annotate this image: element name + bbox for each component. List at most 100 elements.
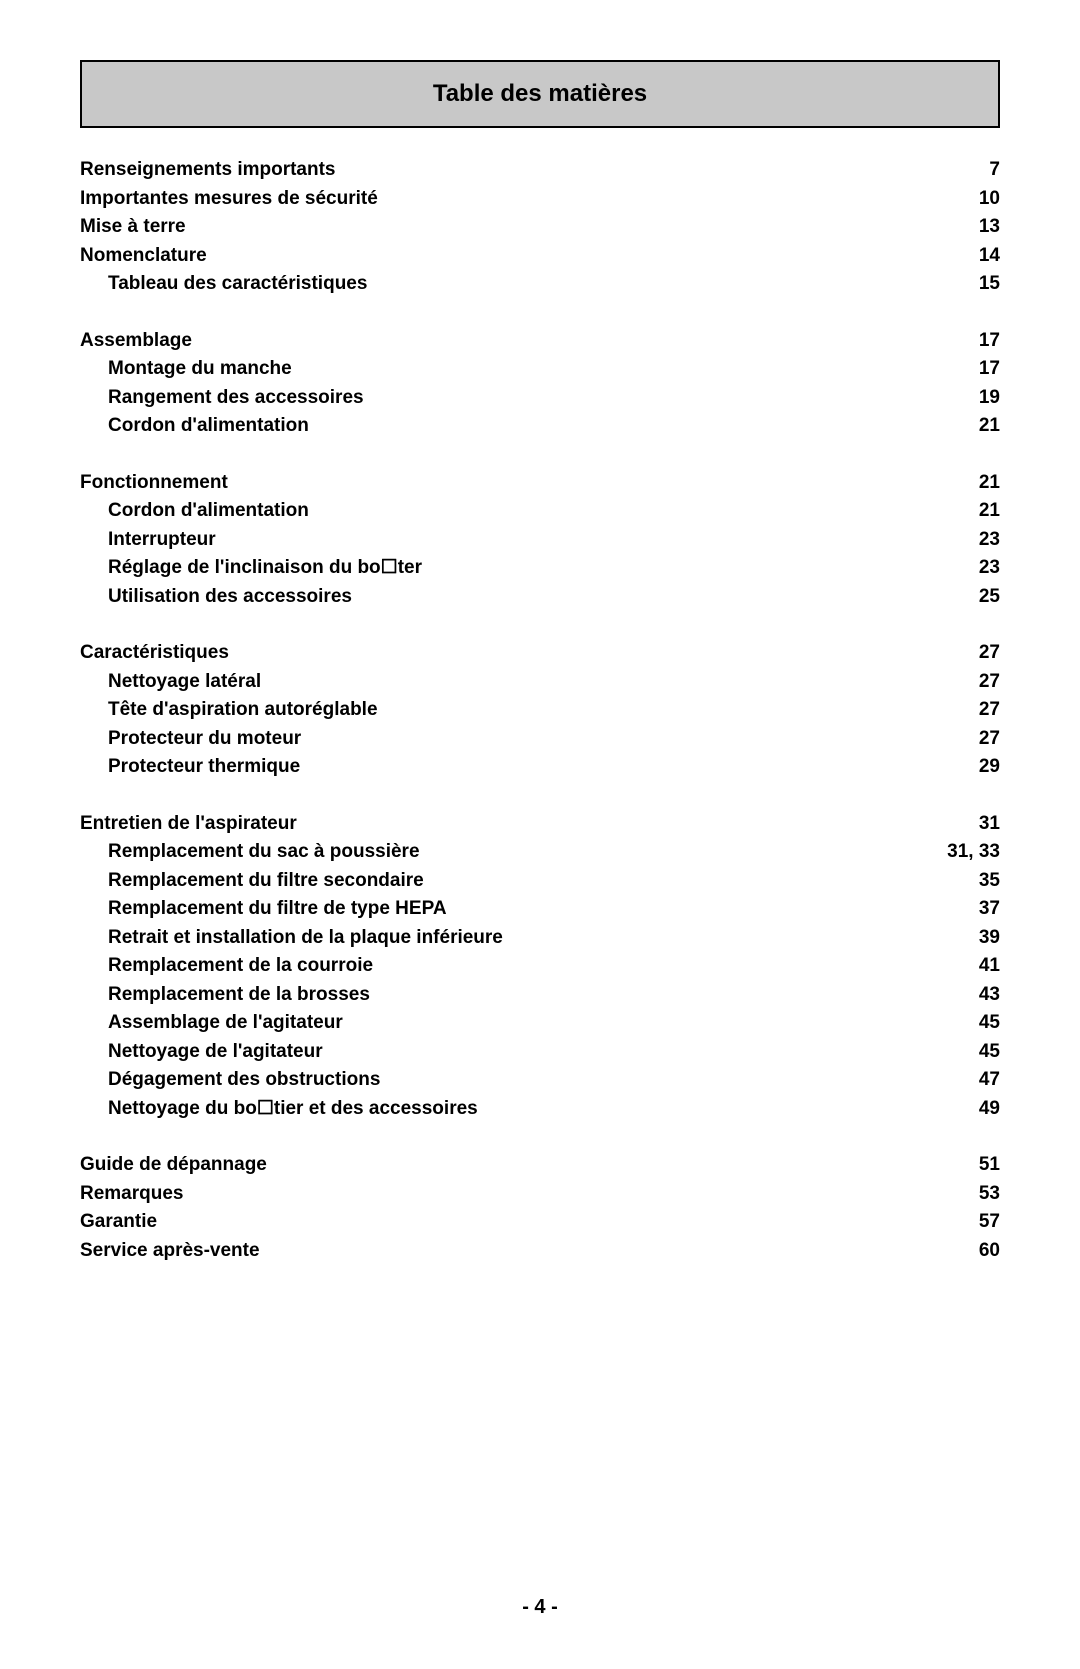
toc-row: Protecteur du moteur27 [80, 725, 1000, 754]
toc-group: Renseignements importants 7Importantes m… [80, 156, 1000, 299]
toc-group: Guide de dépannage 51Remarques53Garantie 5… [80, 1151, 1000, 1265]
toc-entry-page: 49 [979, 1095, 1000, 1124]
toc-entry-label: Importantes mesures de sécurité [80, 185, 378, 214]
toc-row: Cordon d'alimentation 21 [80, 497, 1000, 526]
toc-group: Entretien de l'aspirateur31Remplacement … [80, 810, 1000, 1124]
toc-row: Réglage de l'inclinaison du bo☐ter 23 [80, 554, 1000, 583]
toc-entry-page: 21 [979, 412, 1000, 441]
toc-row: Remplacement du filtre de type HEPA37 [80, 895, 1000, 924]
toc-entry-page: 45 [979, 1009, 1000, 1038]
toc-entry-label: Remplacement du filtre secondaire [80, 867, 424, 896]
toc-group: Assemblage17Montage du manche17Rangement… [80, 327, 1000, 441]
toc-row: Remplacement du sac à poussière31, 33 [80, 838, 1000, 867]
toc-row: Nettoyage du bo☐tier et des accessoires4… [80, 1095, 1000, 1124]
page-content: Table des matières Renseignements import… [0, 0, 1080, 1265]
toc-entry-page: 21 [979, 469, 1000, 498]
toc-entry-page: 25 [979, 583, 1000, 612]
toc-entry-page: 27 [979, 668, 1000, 697]
toc-row: Remplacement de la brosses 43 [80, 981, 1000, 1010]
toc-entry-page: 60 [979, 1237, 1000, 1266]
toc-row: Assemblage de l'agitateur 45 [80, 1009, 1000, 1038]
toc-entry-page: 47 [979, 1066, 1000, 1095]
toc-row: Retrait et installation de la plaque inf… [80, 924, 1000, 953]
toc-row: Service après-vente 60 [80, 1237, 1000, 1266]
toc-entry-page: 15 [979, 270, 1000, 299]
toc-entry-label: Nomenclature [80, 242, 207, 271]
toc-entry-page: 27 [979, 639, 1000, 668]
toc-entry-label: Nettoyage de l'agitateur [80, 1038, 323, 1067]
toc-entry-label: Tableau des caractéristiques [80, 270, 367, 299]
toc-row: Mise à terre 13 [80, 213, 1000, 242]
toc-entry-label: Assemblage [80, 327, 192, 356]
toc-entry-page: 7 [989, 156, 1000, 185]
toc-entry-page: 51 [979, 1151, 1000, 1180]
toc-entry-page: 35 [979, 867, 1000, 896]
toc-entry-page: 13 [979, 213, 1000, 242]
toc-entry-label: Entretien de l'aspirateur [80, 810, 297, 839]
toc-entry-label: Assemblage de l'agitateur [80, 1009, 343, 1038]
toc-entry-page: 21 [979, 497, 1000, 526]
toc-entry-label: Remplacement de la brosses [80, 981, 370, 1010]
toc-entry-page: 17 [979, 327, 1000, 356]
toc-entry-label: Garantie [80, 1208, 157, 1237]
toc-entry-page: 31 [979, 810, 1000, 839]
page-number: - 4 - [522, 1596, 558, 1618]
toc-row: Rangement des accessoires 19 [80, 384, 1000, 413]
toc-row: Cordon d'alimentation 21 [80, 412, 1000, 441]
toc-row: Remarques53 [80, 1180, 1000, 1209]
toc-row: Tableau des caractéristiques 15 [80, 270, 1000, 299]
toc-entry-label: Montage du manche [80, 355, 292, 384]
toc-entry-label: Cordon d'alimentation [80, 412, 309, 441]
toc-entry-page: 27 [979, 696, 1000, 725]
toc-row: Nomenclature 14 [80, 242, 1000, 271]
toc-entry-label: Fonctionnement [80, 469, 228, 498]
title-box: Table des matières [80, 60, 1000, 128]
toc-entry-label: Tête d'aspiration autoréglable [80, 696, 378, 725]
toc-row: Montage du manche 17 [80, 355, 1000, 384]
toc-row: Renseignements importants 7 [80, 156, 1000, 185]
page-title: Table des matières [433, 80, 647, 107]
toc-entry-page: 17 [979, 355, 1000, 384]
toc-group: Caractéristiques 27Nettoyage latéral27Têt… [80, 639, 1000, 782]
toc-entry-label: Retrait et installation de la plaque inf… [80, 924, 503, 953]
table-of-contents: Renseignements importants 7Importantes m… [80, 156, 1000, 1265]
toc-entry-label: Interrupteur [80, 526, 216, 555]
toc-row: Garantie 57 [80, 1208, 1000, 1237]
toc-entry-page: 23 [979, 554, 1000, 583]
toc-entry-label: Protecteur du moteur [80, 725, 301, 754]
toc-entry-label: Caractéristiques [80, 639, 229, 668]
toc-entry-label: Remplacement du sac à poussière [80, 838, 420, 867]
toc-row: Importantes mesures de sécurité 10 [80, 185, 1000, 214]
page-footer: - 4 - [0, 1596, 1080, 1619]
toc-row: Utilisation des accessoires 25 [80, 583, 1000, 612]
toc-row: Remplacement du filtre secondaire 35 [80, 867, 1000, 896]
toc-entry-page: 43 [979, 981, 1000, 1010]
toc-entry-page: 23 [979, 526, 1000, 555]
toc-entry-label: Réglage de l'inclinaison du bo☐ter [80, 554, 422, 583]
toc-entry-label: Guide de dépannage [80, 1151, 267, 1180]
toc-entry-page: 10 [979, 185, 1000, 214]
toc-entry-label: Utilisation des accessoires [80, 583, 352, 612]
toc-row: Fonctionnement 21 [80, 469, 1000, 498]
toc-entry-page: 45 [979, 1038, 1000, 1067]
toc-row: Nettoyage latéral27 [80, 668, 1000, 697]
toc-entry-label: Service après-vente [80, 1237, 260, 1266]
toc-entry-label: Cordon d'alimentation [80, 497, 309, 526]
toc-entry-label: Remarques [80, 1180, 184, 1209]
toc-row: Entretien de l'aspirateur 31 [80, 810, 1000, 839]
toc-row: Guide de dépannage 51 [80, 1151, 1000, 1180]
toc-entry-label: Protecteur thermique [80, 753, 300, 782]
toc-entry-page: 14 [979, 242, 1000, 271]
toc-entry-label: Rangement des accessoires [80, 384, 364, 413]
toc-entry-page: 19 [979, 384, 1000, 413]
toc-entry-label: Dégagement des obstructions [80, 1066, 380, 1095]
toc-row: Remplacement de la courroie 41 [80, 952, 1000, 981]
toc-group: Fonctionnement21Cordon d'alimentation21I… [80, 469, 1000, 612]
toc-row: Interrupteur 23 [80, 526, 1000, 555]
toc-entry-label: Mise à terre [80, 213, 186, 242]
toc-row: Nettoyage de l'agitateur 45 [80, 1038, 1000, 1067]
toc-entry-page: 41 [979, 952, 1000, 981]
toc-entry-page: 57 [979, 1208, 1000, 1237]
toc-entry-label: Remplacement du filtre de type HEPA [80, 895, 447, 924]
toc-entry-label: Remplacement de la courroie [80, 952, 373, 981]
